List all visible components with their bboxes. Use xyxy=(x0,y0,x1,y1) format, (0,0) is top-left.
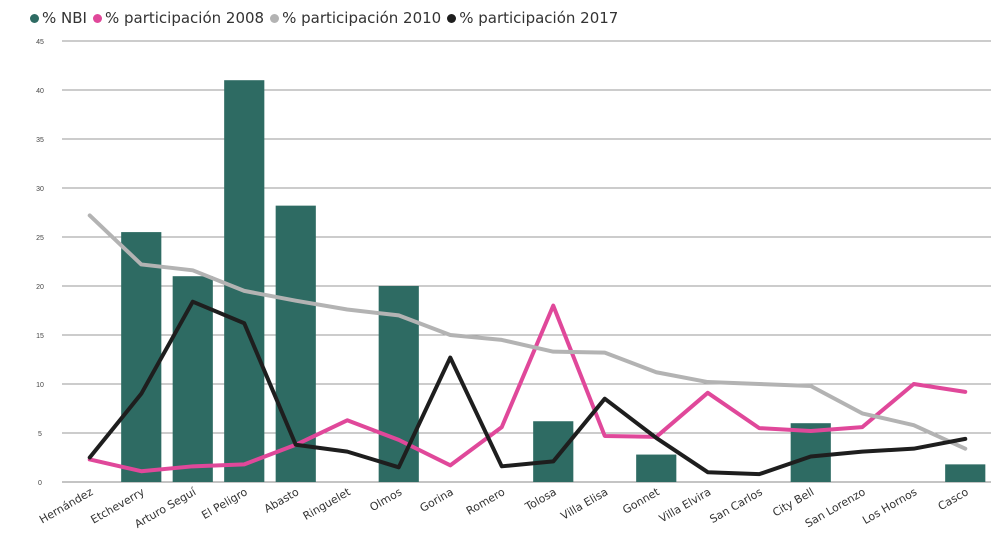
legend-item: % participación 2010 xyxy=(270,9,441,27)
bar xyxy=(224,80,265,482)
x-tick-label: Los Hornos xyxy=(860,485,919,527)
legend-label: % participación 2010 xyxy=(282,9,442,27)
x-tick-label: San Carlos xyxy=(707,485,765,526)
legend-marker xyxy=(447,13,457,23)
y-tick-label: 15 xyxy=(36,333,44,340)
bar xyxy=(172,276,213,482)
x-tick-label: Villa Elisa xyxy=(559,485,611,522)
y-tick-label: 20 xyxy=(36,284,44,291)
x-tick-label: Gonnet xyxy=(620,485,662,517)
y-tick-label: 40 xyxy=(36,88,44,95)
y-tick-label: 45 xyxy=(36,39,44,46)
y-tick-label: 5 xyxy=(38,431,42,438)
x-tick-label: El Peligro xyxy=(199,485,250,522)
series-line xyxy=(87,213,968,451)
legend-marker xyxy=(270,13,280,23)
legend-marker xyxy=(92,13,102,23)
y-tick-label: 10 xyxy=(36,382,44,389)
bar xyxy=(636,454,677,482)
x-tick-label: Tolosa xyxy=(522,485,559,514)
y-tick-label: 0 xyxy=(38,480,42,487)
bar xyxy=(945,464,986,482)
bar xyxy=(121,232,162,482)
x-tick-label: Abasto xyxy=(262,485,302,515)
legend-label: % participación 2017 xyxy=(459,9,619,27)
x-tick-label: Villa Elvira xyxy=(657,485,713,525)
bar xyxy=(275,205,316,482)
legend-item: % participación 2017 xyxy=(447,9,618,27)
legend-label: % NBI xyxy=(42,9,87,27)
legend-marker xyxy=(30,13,39,23)
x-tick-label: Hernández xyxy=(37,485,95,526)
y-tick-label: 35 xyxy=(36,137,44,144)
chart-legend: % NBI % participación 2008 % participación… xyxy=(30,8,624,28)
x-tick-label: Gorina xyxy=(418,485,456,515)
bar xyxy=(533,421,574,482)
legend-item: % participación 2008 xyxy=(92,9,265,27)
x-tick-label: Olmos xyxy=(368,485,405,514)
x-tick-label: Romero xyxy=(464,485,507,518)
y-tick-label: 25 xyxy=(36,235,44,242)
series-line xyxy=(87,299,968,477)
x-tick-label: Ringuelet xyxy=(301,485,354,523)
series-line xyxy=(87,303,968,474)
x-tick-label: Casco xyxy=(936,485,971,513)
legend-label: % participación 2008 xyxy=(104,9,265,27)
legend-item: % NBI xyxy=(30,9,87,27)
y-tick-label: 30 xyxy=(36,186,44,193)
